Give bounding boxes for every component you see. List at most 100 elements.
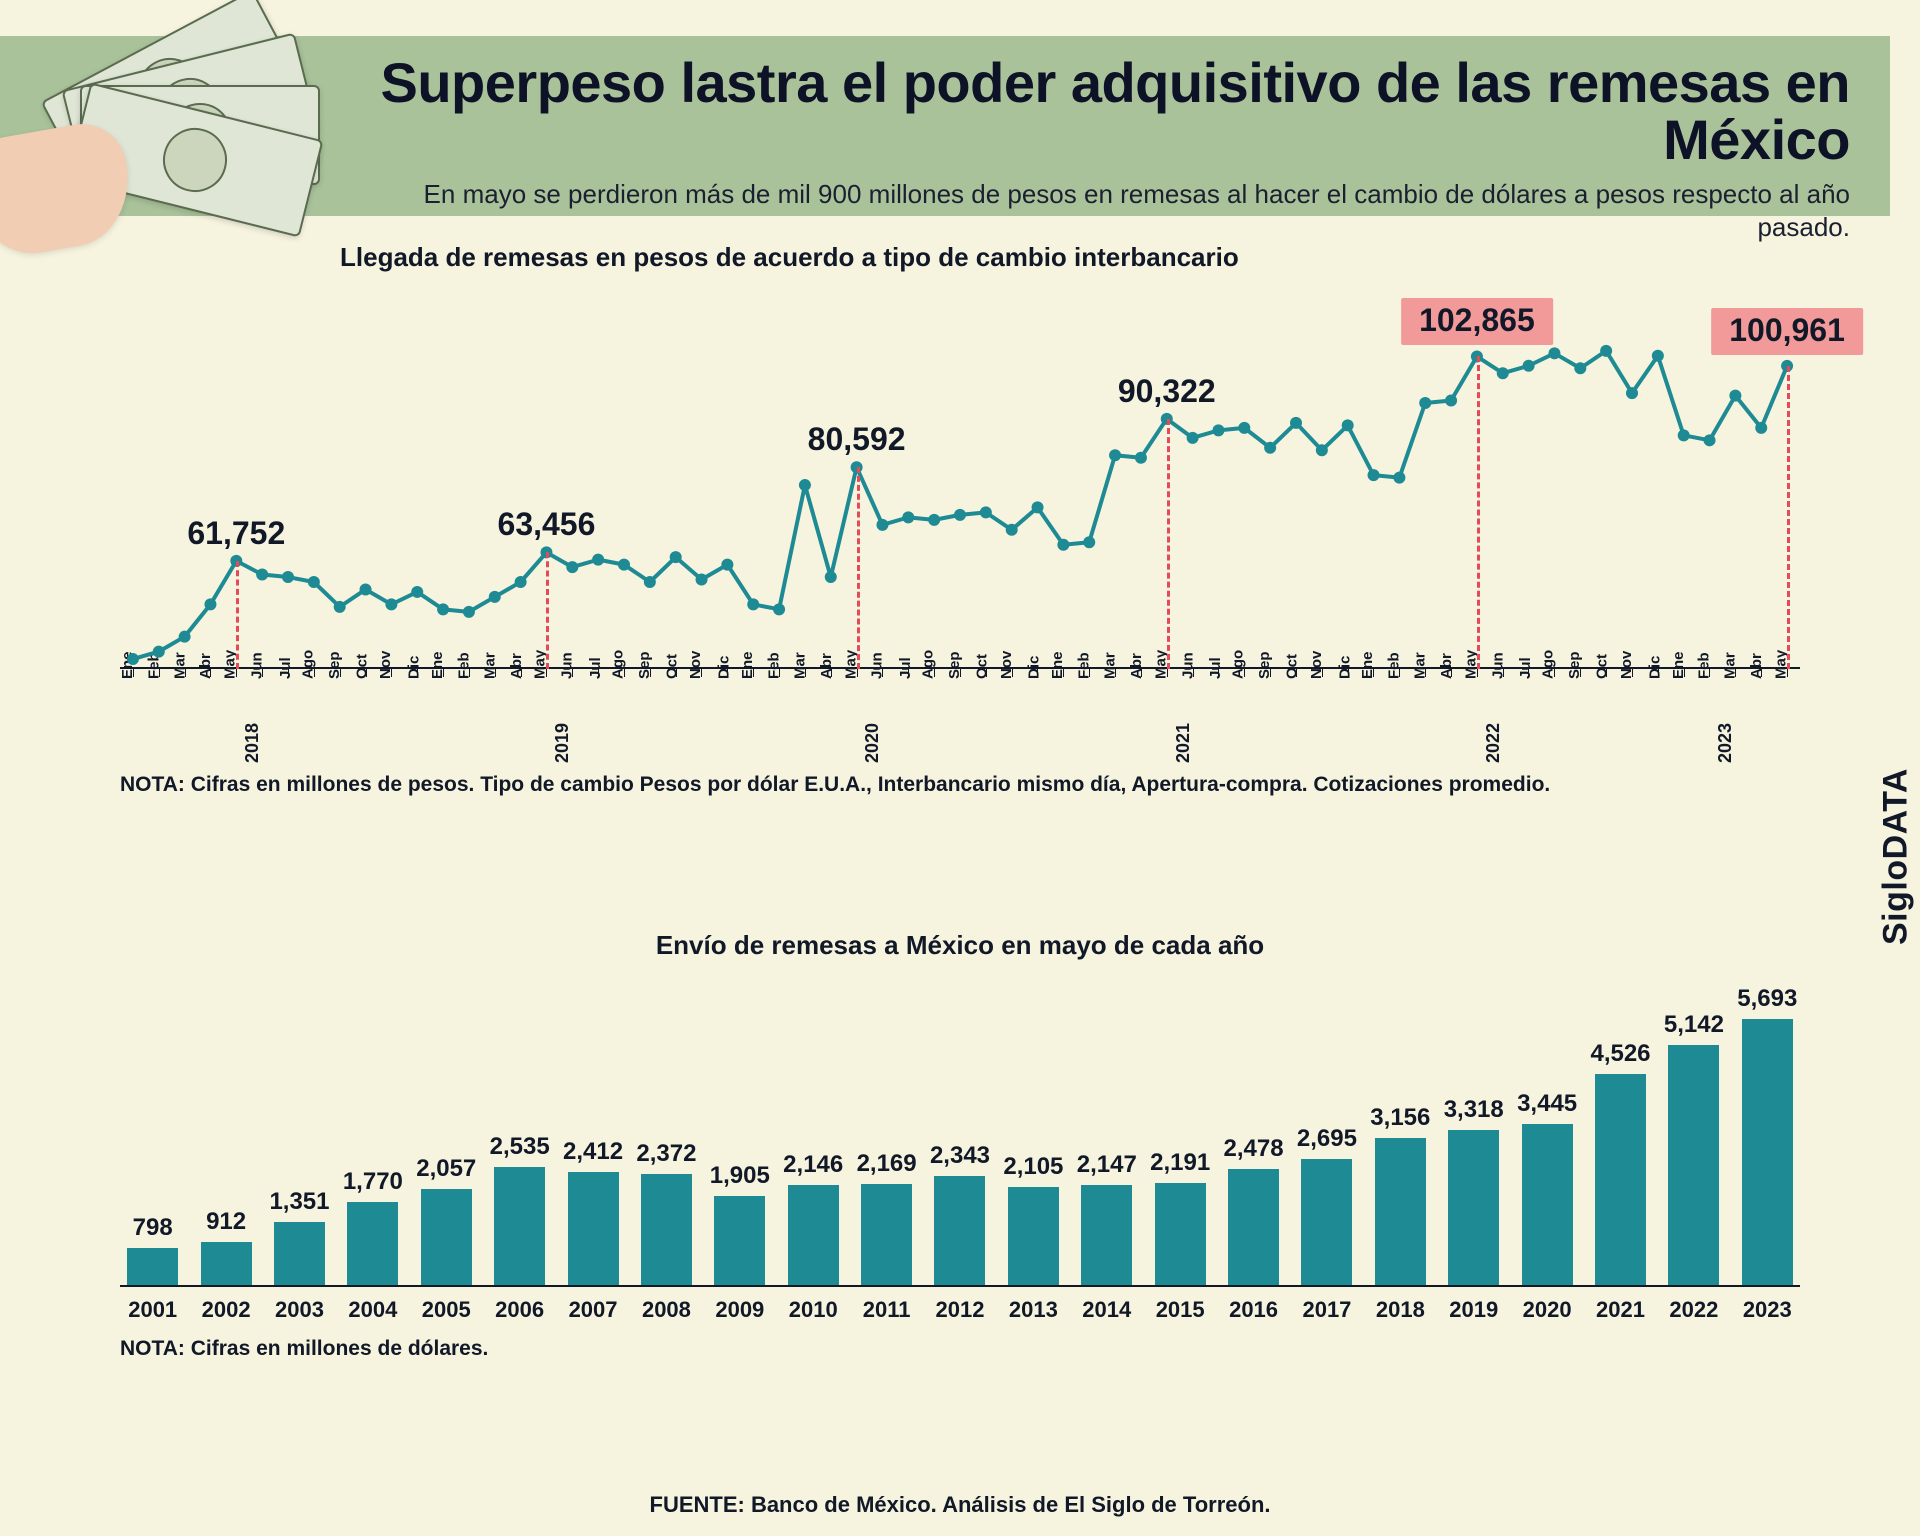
bar-column: 2,478 bbox=[1221, 1135, 1286, 1285]
bar-value-label: 3,445 bbox=[1517, 1090, 1577, 1118]
bar-column: 2,105 bbox=[1001, 1153, 1066, 1285]
line-chart-section: Llegada de remesas en pesos de acuerdo a… bbox=[120, 242, 1800, 792]
bar-value-label: 5,142 bbox=[1664, 1011, 1724, 1039]
callout-dash-line bbox=[546, 552, 549, 669]
bar-value-label: 2,146 bbox=[783, 1151, 843, 1179]
bar-rect bbox=[714, 1196, 765, 1285]
bar-rect bbox=[421, 1189, 472, 1285]
bar-column: 1,905 bbox=[707, 1162, 772, 1285]
bar-value-label: 2,478 bbox=[1224, 1135, 1284, 1163]
bar-year-label: 2019 bbox=[1441, 1297, 1506, 1323]
bar-column: 4,526 bbox=[1588, 1040, 1653, 1285]
bar-value-label: 2,343 bbox=[930, 1142, 990, 1170]
bar-value-label: 2,057 bbox=[416, 1155, 476, 1183]
bar-chart-year-row: 2001200220032004200520062007200820092010… bbox=[120, 1297, 1800, 1323]
bar-column: 2,147 bbox=[1074, 1151, 1139, 1285]
bar-column: 2,057 bbox=[414, 1155, 479, 1285]
bar-year-label: 2001 bbox=[120, 1297, 185, 1323]
callout-dash-line bbox=[1477, 356, 1480, 669]
line-chart-note: NOTA: Cifras en millones de pesos. Tipo … bbox=[120, 773, 1800, 797]
bar-value-label: 912 bbox=[206, 1208, 246, 1236]
bar-year-label: 2018 bbox=[1368, 1297, 1433, 1323]
bar-year-label: 2012 bbox=[927, 1297, 992, 1323]
bar-rect bbox=[934, 1176, 985, 1285]
bar-rect bbox=[1522, 1124, 1573, 1285]
brand-label: SigloDATA bbox=[1877, 768, 1916, 945]
bar-column: 798 bbox=[120, 1214, 185, 1285]
bar-rect bbox=[494, 1167, 545, 1285]
bar-year-label: 2008 bbox=[634, 1297, 699, 1323]
line-chart-year-label: 2023 bbox=[1715, 723, 1736, 763]
line-chart-callout: 80,592 bbox=[808, 421, 906, 458]
bar-column: 2,412 bbox=[560, 1138, 625, 1285]
bar-value-label: 2,412 bbox=[563, 1138, 623, 1166]
line-chart-callout: 100,961 bbox=[1711, 308, 1863, 355]
bar-column: 912 bbox=[193, 1208, 258, 1285]
bar-year-label: 2009 bbox=[707, 1297, 772, 1323]
bar-rect bbox=[1448, 1130, 1499, 1285]
bar-rect bbox=[1375, 1138, 1426, 1285]
bar-rect bbox=[1668, 1045, 1719, 1285]
callout-dash-line bbox=[236, 561, 239, 669]
line-chart-title: Llegada de remesas en pesos de acuerdo a… bbox=[120, 242, 1800, 273]
bar-rect bbox=[201, 1242, 252, 1285]
bar-chart-title: Envío de remesas a México en mayo de cad… bbox=[120, 930, 1800, 961]
callout-dash-line bbox=[1787, 366, 1790, 669]
callout-dash-line bbox=[1167, 419, 1170, 669]
bar-rect bbox=[1228, 1169, 1279, 1285]
bar-value-label: 2,191 bbox=[1150, 1149, 1210, 1177]
bar-column: 1,770 bbox=[340, 1168, 405, 1285]
bar-rect bbox=[1081, 1185, 1132, 1285]
bar-value-label: 2,695 bbox=[1297, 1125, 1357, 1153]
bar-value-label: 2,105 bbox=[1003, 1153, 1063, 1181]
header-band: Superpeso lastra el poder adquisitivo de… bbox=[0, 36, 1890, 216]
bar-rect bbox=[641, 1174, 692, 1285]
bar-year-label: 2007 bbox=[560, 1297, 625, 1323]
bar-rect bbox=[1301, 1159, 1352, 1285]
bar-rect bbox=[861, 1184, 912, 1285]
bar-value-label: 2,372 bbox=[636, 1140, 696, 1168]
bar-year-label: 2005 bbox=[414, 1297, 479, 1323]
bar-year-label: 2002 bbox=[193, 1297, 258, 1323]
line-chart: EneFebMarAbrMayJunJulAgoSepOctNovDicEneF… bbox=[120, 281, 1800, 721]
bar-year-label: 2023 bbox=[1735, 1297, 1800, 1323]
page-subtitle: En mayo se perdieron más de mil 900 mill… bbox=[340, 178, 1850, 243]
line-chart-year-label: 2022 bbox=[1483, 723, 1504, 763]
bar-rect bbox=[1742, 1019, 1793, 1285]
bar-chart: 7989121,3511,7702,0572,5352,4122,3721,90… bbox=[120, 967, 1800, 1287]
bar-rect bbox=[568, 1172, 619, 1285]
bar-column: 2,191 bbox=[1147, 1149, 1212, 1285]
bar-year-label: 2016 bbox=[1221, 1297, 1286, 1323]
bar-year-label: 2017 bbox=[1294, 1297, 1359, 1323]
bar-year-label: 2006 bbox=[487, 1297, 552, 1323]
bar-column: 3,445 bbox=[1514, 1090, 1579, 1285]
line-chart-year-label: 2020 bbox=[862, 723, 883, 763]
line-chart-callout: 63,456 bbox=[498, 506, 596, 543]
bar-rect bbox=[274, 1222, 325, 1285]
bar-column: 2,372 bbox=[634, 1140, 699, 1285]
line-chart-callout: 90,322 bbox=[1118, 373, 1216, 410]
line-chart-callout: 61,752 bbox=[187, 515, 285, 552]
bar-year-label: 2003 bbox=[267, 1297, 332, 1323]
line-chart-year-label: 2018 bbox=[242, 723, 263, 763]
bar-year-label: 2015 bbox=[1147, 1297, 1212, 1323]
bar-column: 1,351 bbox=[267, 1188, 332, 1285]
line-chart-callout: 102,865 bbox=[1401, 298, 1553, 345]
page: Superpeso lastra el poder adquisitivo de… bbox=[0, 0, 1920, 1536]
bar-value-label: 2,169 bbox=[857, 1150, 917, 1178]
bar-value-label: 3,156 bbox=[1370, 1104, 1430, 1132]
bar-year-label: 2011 bbox=[854, 1297, 919, 1323]
bar-chart-note: NOTA: Cifras en millones de dólares. bbox=[120, 1337, 1800, 1361]
bar-rect bbox=[1155, 1183, 1206, 1285]
bar-column: 2,343 bbox=[927, 1142, 992, 1285]
bar-rect bbox=[347, 1202, 398, 1285]
bar-value-label: 1,905 bbox=[710, 1162, 770, 1190]
bar-column: 5,142 bbox=[1661, 1011, 1726, 1285]
bar-year-label: 2022 bbox=[1661, 1297, 1726, 1323]
bar-rect bbox=[1008, 1187, 1059, 1285]
bar-value-label: 1,770 bbox=[343, 1168, 403, 1196]
line-chart-year-marks: 201820192020202120222023 bbox=[120, 723, 1800, 747]
bar-value-label: 798 bbox=[133, 1214, 173, 1242]
bar-column: 2,695 bbox=[1294, 1125, 1359, 1285]
bar-year-label: 2013 bbox=[1001, 1297, 1066, 1323]
